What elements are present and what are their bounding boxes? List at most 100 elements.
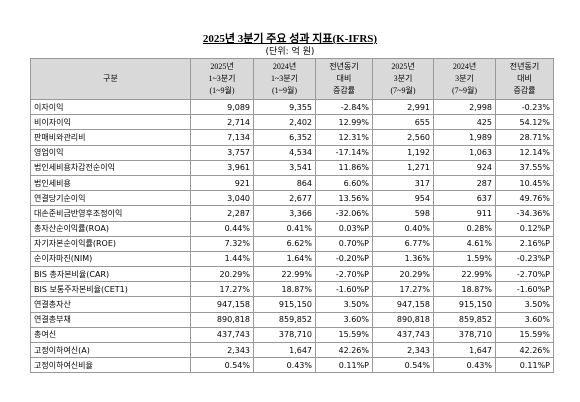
header-line: 2024년	[452, 62, 477, 71]
cell: 0.43%	[433, 357, 496, 374]
cell: 911	[433, 205, 496, 222]
cell: 11.86%	[315, 159, 373, 176]
row: 대손준비금반영후조정이익 2,287 3,366 -32.06% 598 911 -34.3…	[30, 205, 554, 222]
row: 연결당기순이익 3,040 2,677 13.56% 954 637 49.76%	[30, 190, 554, 207]
cell: 890,818	[190, 311, 254, 328]
header-row: 구분 2025년 1~3분기 (1~9월) 2024년 1~3분기 (1~9월) 전년동기 대비…	[30, 58, 554, 100]
cell: 22.99%	[433, 266, 496, 283]
row-label: BIS 총자본비율(CAR)	[30, 266, 191, 283]
cell: 3.50%	[495, 296, 554, 313]
cell: 6.77%	[372, 235, 434, 252]
cell: 12.99%	[315, 114, 373, 131]
cell: 598	[372, 205, 434, 222]
header-line: 대비	[336, 74, 352, 83]
row: 판매비와관리비 7,134 6,352 12.31% 2,560 1,989 28.71%	[30, 129, 554, 146]
cell: 28.71%	[495, 129, 554, 146]
cell: 437,743	[372, 326, 434, 344]
cell: 1.59%	[433, 250, 496, 268]
cell: 15.59%	[315, 326, 373, 344]
cell: 378,710	[253, 326, 316, 344]
row-label: 연결당기순이익	[30, 190, 191, 207]
row-label: 대손준비금반영후조정이익	[30, 205, 191, 222]
row: 법인세비용차감전순이익 3,961 3,541 11.86% 1,271 924 37.55…	[30, 159, 554, 176]
header-line: (7~9월)	[451, 86, 478, 95]
cell: 18.87%	[433, 281, 496, 298]
row: 비이자이익 2,714 2,402 12.99% 655 425 54.12%	[30, 114, 554, 131]
header-line: 증감률	[332, 86, 356, 95]
row: BIS 보통주자본비율(CET1) 17.27% 18.87% -1.60%P 17.2…	[30, 281, 554, 298]
header-cell: 전년동기 대비 증감률	[315, 58, 373, 100]
cell: 22.99%	[253, 266, 316, 283]
cell: 287	[433, 174, 496, 192]
header-line: 3분기	[455, 74, 474, 83]
cell: -34.36%	[495, 205, 554, 222]
cell: 0.70%P	[315, 235, 373, 252]
cell: 18.87%	[253, 281, 316, 298]
cell: 42.26%	[315, 341, 373, 359]
cell: 637	[433, 190, 496, 207]
header-line: 구분	[103, 74, 118, 83]
header-line: (1~9월)	[271, 86, 298, 95]
row-label: 연결총부채	[30, 311, 191, 328]
header-cell: 2025년 1~3분기 (1~9월)	[190, 58, 254, 100]
row-label: 순이자마진(NIM)	[30, 250, 191, 268]
cell: 13.56%	[315, 190, 373, 207]
cell: 1,647	[253, 341, 316, 359]
cell: 3,757	[190, 144, 254, 161]
cell: 2,560	[372, 129, 434, 146]
cell: 49.76%	[495, 190, 554, 207]
row-label: 이자이익	[30, 98, 191, 116]
cell: 3,541	[253, 159, 316, 176]
row-label: 법인세비용	[30, 174, 191, 192]
header-cell: 전년동기 대비 증감률	[495, 58, 554, 100]
cell: 6.60%	[315, 174, 373, 192]
cell: 3.60%	[495, 311, 554, 328]
cell: 2.16%P	[495, 235, 554, 252]
cell: 9,089	[190, 98, 254, 116]
row-label: 법인세비용차감전순이익	[30, 159, 191, 176]
cell: 1,647	[433, 341, 496, 359]
header-line: (1~9월)	[209, 86, 235, 95]
cell: 0.03%P	[315, 220, 373, 237]
row: 순이자마진(NIM) 1.44% 1.64% -0.20%P 1.36% 1.59% -0.…	[30, 250, 554, 268]
cell: 3,040	[190, 190, 254, 207]
cell: -1.60%P	[495, 281, 554, 298]
header-line: (7~9월)	[390, 86, 416, 95]
row-label: BIS 보통주자본비율(CET1)	[30, 281, 191, 298]
cell: 7,134	[190, 129, 254, 146]
cell: 17.27%	[190, 281, 254, 298]
cell: 0.40%	[372, 220, 434, 237]
cell: 3.50%	[315, 296, 373, 313]
header-cell: 2024년 1~3분기 (1~9월)	[253, 58, 316, 100]
cell: 2,343	[190, 341, 254, 359]
table: 구분 2025년 1~3분기 (1~9월) 2024년 1~3분기 (1~9월) 전년동기 대비…	[30, 58, 554, 374]
cell: 0.28%	[433, 220, 496, 237]
cell: 17.27%	[372, 281, 434, 298]
cell: 15.59%	[495, 326, 554, 344]
header-line: 2025년	[391, 62, 415, 71]
cell: 864	[253, 174, 316, 192]
cell: 6,352	[253, 129, 316, 146]
cell: 3,961	[190, 159, 254, 176]
header-line: 1~3분기	[208, 74, 236, 83]
cell: 2,402	[253, 114, 316, 131]
row: 총여신 437,743 378,710 15.59% 437,743 378,710 15.…	[30, 326, 554, 344]
cell: 0.11%P	[315, 357, 373, 374]
cell: 20.29%	[190, 266, 254, 283]
cell: 655	[372, 114, 434, 131]
cell: 859,852	[253, 311, 316, 328]
cell: 4,534	[253, 144, 316, 161]
row-label: 영업이익	[30, 144, 191, 161]
cell: 954	[372, 190, 434, 207]
cell: 0.12%P	[495, 220, 554, 237]
cell: 1,271	[372, 159, 434, 176]
cell: -0.23%P	[495, 250, 554, 268]
cell: 54.12%	[495, 114, 554, 131]
cell: 0.41%	[253, 220, 316, 237]
cell: 0.43%	[253, 357, 316, 374]
cell: 0.54%	[372, 357, 434, 374]
row: 고정이하여신비율 0.54% 0.43% 0.11%P 0.54% 0.43% 0.11%P	[30, 357, 554, 374]
header-line: 대비	[517, 74, 532, 83]
cell: -1.60%P	[315, 281, 373, 298]
